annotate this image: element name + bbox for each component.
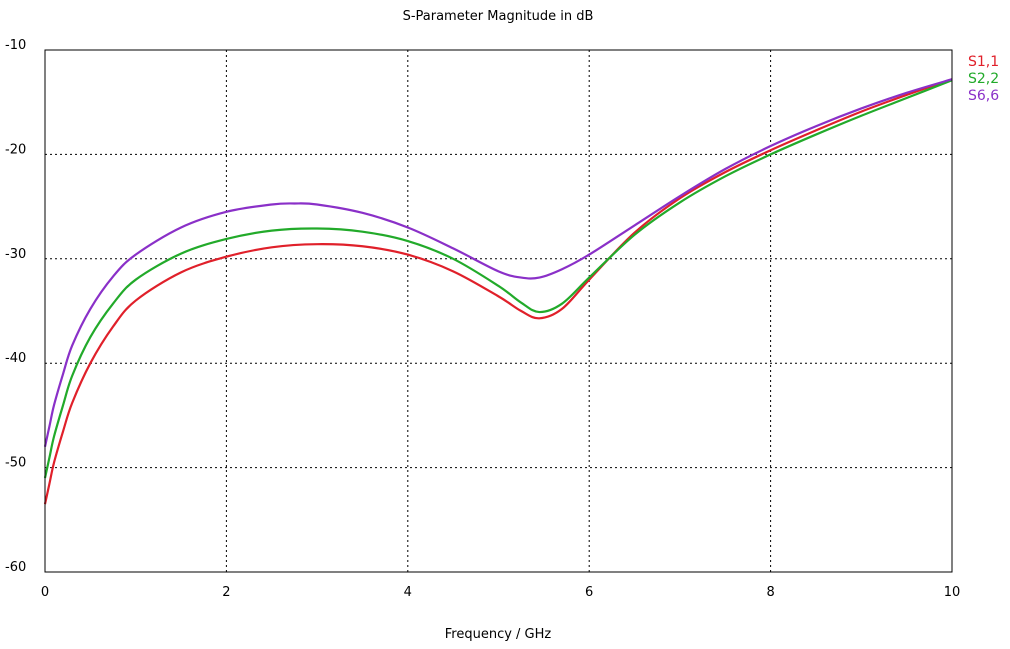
x-tick-label: 4 [404,585,412,600]
series-line-s1-1 [43,78,953,505]
x-tick-label: 10 [944,585,961,600]
x-tick-label: 8 [766,585,774,600]
y-tick-label: -20 [5,142,26,157]
series-line-s2-2 [43,79,953,479]
y-tick-label: -10 [5,38,26,53]
x-tick-labels: 0 2 4 6 8 10 [41,585,960,600]
legend-entry: S6,6 [968,88,999,104]
plot-frame [44,49,953,573]
grid-lines [45,50,952,572]
y-tick-label: -40 [5,351,26,366]
x-tick-label: 2 [222,585,230,600]
series-lines [43,78,953,505]
legend: S1,1S2,2S6,6 [968,54,999,104]
y-tick-label: -30 [5,247,26,262]
chart-title: S-Parameter Magnitude in dB [403,9,594,24]
legend-entry: S1,1 [968,54,999,70]
x-tick-label: 6 [585,585,593,600]
y-tick-label: -50 [5,456,26,471]
y-tick-label: -60 [5,560,26,575]
legend-entry: S2,2 [968,71,999,87]
x-axis-label: Frequency / GHz [445,627,552,642]
x-tick-label: 0 [41,585,49,600]
y-tick-labels: -60 -50 -40 -30 -20 -10 [5,38,26,575]
series-line-s6-6 [43,78,953,447]
